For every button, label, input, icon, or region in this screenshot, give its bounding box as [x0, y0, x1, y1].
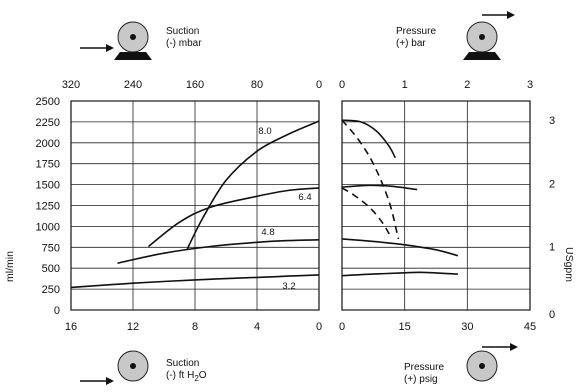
pressure-psig-tick-label: 15 [399, 321, 411, 333]
pressure-bottom-caption-line2: (+) psig [404, 374, 438, 385]
suction-bottom-caption-line1: Suction [166, 358, 199, 369]
suction-ft-tick-label: 16 [65, 321, 77, 333]
suction-top-caption-line1: Suction [166, 26, 199, 37]
series-label: 8.0 [258, 126, 271, 137]
suction-mbar-tick-label: 80 [251, 79, 263, 91]
suction-curve-6.4 [148, 187, 320, 248]
y-left-tick-label: 250 [42, 284, 60, 296]
pressure-top-caption-line1: Pressure [396, 26, 436, 37]
suction-bottom-caption-line2: (-) ft H2O [166, 370, 207, 383]
suction-grid [70, 100, 320, 311]
y-left-tick-label: 1500 [36, 180, 60, 192]
pressure-bar-tick-label: 3 [527, 79, 533, 91]
y-right-tick-label: 2 [549, 178, 555, 190]
y-left-tick-label: 750 [42, 242, 60, 254]
pressure-bar-tick-label: 1 [402, 79, 408, 91]
suction-mbar-tick-label: 0 [316, 79, 322, 91]
suction-curve-4.8 [117, 239, 320, 264]
pressure-psig-tick-label: 30 [461, 321, 473, 333]
suction-mbar-tick-label: 240 [124, 79, 142, 91]
suction-pump-icon-top [80, 21, 152, 60]
tick-labels: 0250500750100012501500175020002250250001… [36, 79, 556, 333]
y-left-tick-label: 2250 [36, 117, 60, 129]
suction-ft-tick-label: 0 [316, 321, 322, 333]
pressure-curve-solid [341, 119, 397, 159]
pressure-psig-tick-label: 45 [524, 321, 536, 333]
suction-pump-icon-bottom [80, 350, 149, 385]
y-right-tick-label: 0 [549, 309, 555, 321]
series-label: 4.8 [261, 227, 274, 238]
y-right-tick-label: 3 [549, 115, 555, 127]
pressure-bar-tick-label: 2 [464, 79, 470, 91]
y-left-tick-label: 1250 [36, 201, 60, 213]
y-left-tick-label: 1750 [36, 159, 60, 171]
suction-ft-tick-label: 4 [254, 321, 260, 333]
pressure-curve-dashed [341, 119, 400, 240]
pressure-psig-tick-label: 0 [339, 321, 345, 333]
pressure-top-caption-line2: (+) bar [396, 38, 426, 49]
pressure-grid [341, 100, 531, 311]
suction-curve-8.0 [186, 120, 320, 250]
pressure-curve-solid [341, 238, 459, 257]
pressure-curve-solid [341, 184, 418, 191]
suction-ft-tick-label: 8 [192, 321, 198, 333]
pressure-bar-tick-label: 0 [339, 79, 345, 91]
suction-mbar-tick-label: 320 [62, 79, 80, 91]
pressure-pump-icon-top [463, 11, 515, 60]
y-left-tick-label: 0 [54, 305, 60, 317]
pressure-curve-solid [341, 271, 458, 277]
suction-top-caption-line2: (-) mbar [166, 38, 202, 49]
pressure-curve-dashed [341, 187, 392, 238]
pressure-pump-icon-bottom [466, 343, 518, 382]
y-left-tick-label: 500 [42, 263, 60, 275]
y-axis-right-label: USgpm [563, 247, 575, 282]
suction-curve-3.2 [70, 274, 320, 289]
suction-ft-tick-label: 12 [127, 321, 139, 333]
suction-mbar-tick-label: 160 [186, 79, 204, 91]
y-axis-left-label: ml/min [4, 251, 16, 282]
performance-curves: 8.0 6.4 4.8 3.2 [70, 119, 459, 292]
series-label: 6.4 [298, 192, 311, 203]
series-label: 3.2 [282, 281, 295, 292]
y-right-tick-label: 1 [549, 242, 555, 254]
y-left-tick-label: 2000 [36, 138, 60, 150]
pressure-bottom-caption-line1: Pressure [404, 362, 444, 373]
y-left-tick-label: 1000 [36, 221, 60, 233]
y-left-tick-label: 2500 [36, 96, 60, 108]
